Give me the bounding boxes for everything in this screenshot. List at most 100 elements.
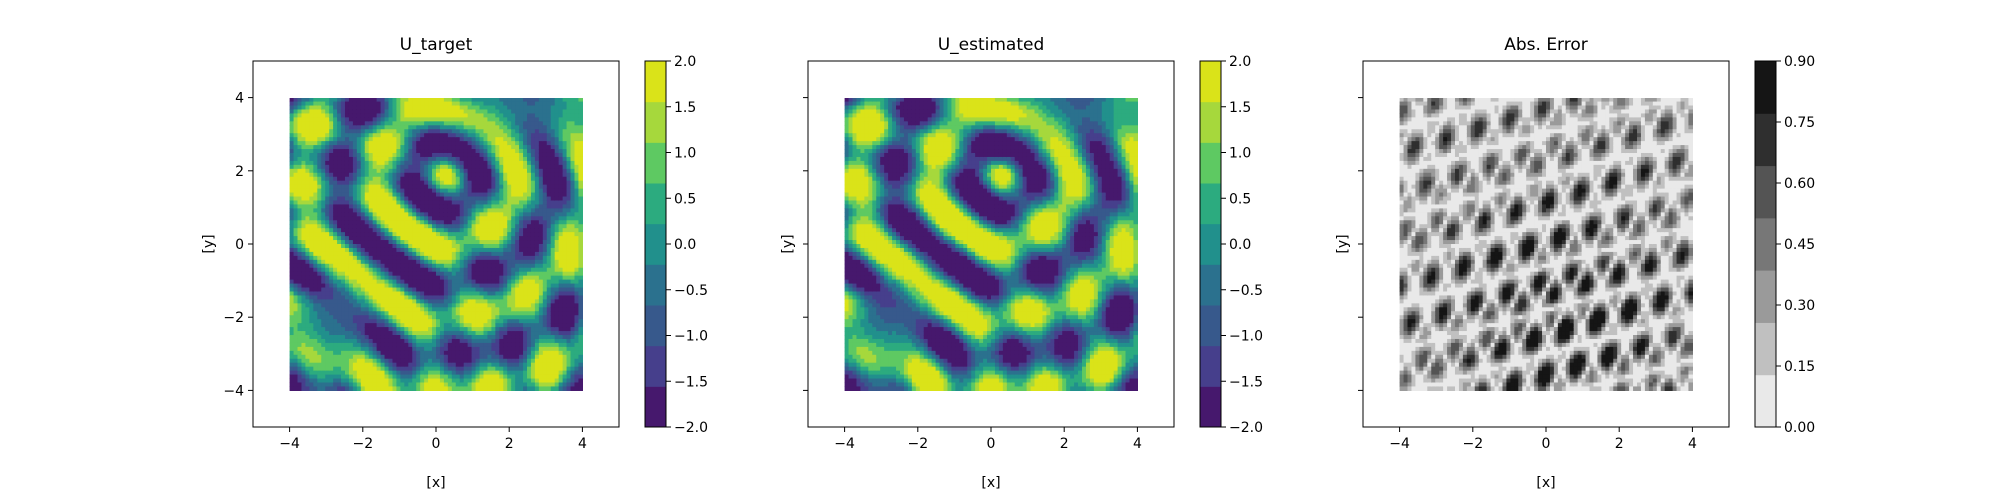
heatmap-cell bbox=[293, 382, 299, 388]
heatmap-cell bbox=[499, 236, 504, 241]
heatmap-cell bbox=[317, 331, 322, 336]
heatmap-cell bbox=[341, 188, 346, 194]
heatmap-cell bbox=[471, 291, 477, 297]
heatmap-cell bbox=[309, 208, 314, 213]
heatmap-cell bbox=[515, 263, 520, 269]
heatmap-cell bbox=[542, 291, 548, 297]
heatmap-cell bbox=[424, 338, 429, 344]
heatmap-cell bbox=[495, 251, 500, 257]
heatmap-cell bbox=[515, 149, 520, 154]
heatmap-cell bbox=[542, 236, 548, 241]
heatmap-cell bbox=[352, 105, 358, 111]
heatmap-cell bbox=[305, 346, 310, 352]
heatmap-cell bbox=[439, 255, 445, 261]
heatmap-cell bbox=[384, 331, 390, 336]
heatmap-cell bbox=[297, 307, 303, 312]
heatmap-cell bbox=[515, 141, 520, 146]
heatmap-cell bbox=[388, 307, 394, 312]
heatmap-cell bbox=[515, 129, 520, 134]
heatmap-cell bbox=[301, 331, 307, 336]
heatmap-cell bbox=[356, 180, 362, 186]
heatmap-cell bbox=[376, 382, 382, 388]
heatmap-cell bbox=[297, 331, 303, 336]
heatmap-cell bbox=[507, 299, 512, 304]
heatmap-cell bbox=[467, 176, 473, 182]
heatmap-cell bbox=[376, 113, 382, 118]
heatmap-cell bbox=[412, 354, 417, 360]
heatmap-cell bbox=[439, 232, 445, 237]
heatmap-cell bbox=[392, 141, 398, 146]
heatmap-cell bbox=[297, 196, 303, 202]
heatmap-cell bbox=[443, 224, 449, 229]
heatmap-cell bbox=[471, 188, 477, 194]
heatmap-cell bbox=[550, 283, 556, 289]
heatmap-cell bbox=[337, 382, 342, 388]
heatmap-cell bbox=[530, 366, 536, 372]
heatmap-cell bbox=[495, 331, 500, 336]
heatmap-cell bbox=[420, 295, 425, 300]
heatmap-cell bbox=[550, 263, 556, 269]
heatmap-cell bbox=[289, 180, 295, 186]
heatmap-cell bbox=[515, 378, 520, 384]
heatmap-cell bbox=[356, 327, 362, 332]
heatmap-cell bbox=[404, 208, 409, 213]
heatmap-cell bbox=[428, 327, 433, 332]
heatmap-cell bbox=[554, 236, 560, 241]
heatmap-cell bbox=[313, 251, 318, 257]
heatmap-cell bbox=[352, 307, 358, 312]
heatmap-cell bbox=[321, 275, 326, 281]
heatmap-cell bbox=[317, 346, 322, 352]
heatmap-cell bbox=[479, 113, 485, 118]
heatmap-cell bbox=[534, 133, 540, 138]
heatmap-cell bbox=[447, 358, 453, 364]
heatmap-cell bbox=[455, 164, 461, 170]
heatmap-cell bbox=[550, 342, 556, 348]
heatmap-cell bbox=[372, 129, 378, 134]
heatmap-cell bbox=[293, 311, 299, 316]
heatmap-cell bbox=[396, 271, 401, 277]
heatmap-cell bbox=[471, 323, 477, 328]
heatmap-cell bbox=[527, 176, 532, 182]
heatmap-cell bbox=[289, 125, 295, 130]
heatmap-cell bbox=[424, 287, 429, 293]
heatmap-cell bbox=[329, 152, 334, 158]
heatmap-cell bbox=[341, 164, 346, 170]
heatmap-cell bbox=[384, 259, 390, 265]
heatmap-cell bbox=[487, 259, 492, 265]
heatmap-cell bbox=[554, 117, 560, 122]
heatmap-cell bbox=[436, 259, 441, 265]
heatmap-cell bbox=[309, 291, 314, 297]
heatmap-cell bbox=[499, 247, 504, 253]
heatmap-cell bbox=[301, 145, 307, 150]
heatmap-cell bbox=[372, 263, 378, 269]
heatmap-cell bbox=[317, 307, 322, 312]
heatmap-cell bbox=[527, 386, 532, 391]
heatmap-cell bbox=[467, 279, 473, 285]
heatmap-cell bbox=[432, 117, 437, 122]
heatmap-cell bbox=[356, 152, 362, 158]
heatmap-cell bbox=[428, 200, 433, 206]
heatmap-cell bbox=[333, 327, 338, 332]
heatmap-cell bbox=[392, 311, 398, 316]
heatmap-cell bbox=[420, 251, 425, 257]
heatmap-cell bbox=[451, 98, 457, 103]
heatmap-cell bbox=[499, 362, 504, 368]
heatmap-cell bbox=[376, 358, 382, 364]
heatmap-cell bbox=[487, 133, 492, 138]
heatmap-cell bbox=[467, 331, 473, 336]
heatmap-cell bbox=[337, 216, 342, 221]
heatmap-cell bbox=[360, 141, 366, 146]
heatmap-cell bbox=[301, 354, 307, 360]
heatmap-cell bbox=[546, 386, 552, 391]
heatmap-cell bbox=[368, 192, 374, 198]
heatmap-cell bbox=[527, 354, 532, 360]
heatmap-cell bbox=[451, 228, 457, 233]
heatmap-cell bbox=[301, 176, 307, 182]
heatmap-cell bbox=[325, 362, 330, 368]
heatmap-cell bbox=[554, 141, 560, 146]
heatmap-cell bbox=[447, 291, 453, 297]
heatmap-cell bbox=[301, 133, 307, 138]
heatmap-cell bbox=[396, 267, 401, 273]
heatmap-cell bbox=[527, 299, 532, 304]
heatmap-cell bbox=[436, 228, 441, 233]
